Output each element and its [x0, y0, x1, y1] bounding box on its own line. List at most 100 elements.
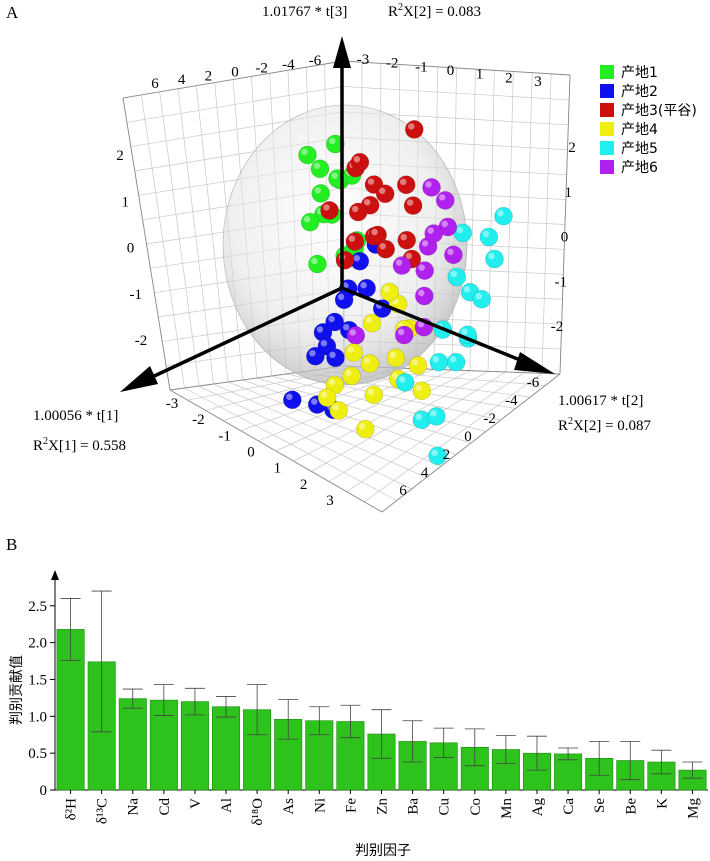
top-left-tick-label: 2 — [205, 68, 213, 84]
score-point — [427, 407, 446, 426]
y-tick-label: 2.5 — [28, 599, 47, 615]
score-point-highlight — [337, 293, 345, 300]
grid-line-floor — [364, 373, 543, 503]
score-point — [472, 289, 492, 309]
score-point — [380, 282, 399, 302]
score-point — [447, 267, 467, 287]
t3-right-tick-label: -1 — [555, 274, 568, 290]
grid-frame-edge — [559, 74, 571, 375]
t2-tick-label: 2 — [443, 447, 451, 463]
3d-axes — [120, 36, 555, 392]
score-point — [360, 354, 380, 373]
t1-axis-title: 1.00056 * t[1] — [33, 408, 118, 424]
score-point — [326, 348, 345, 368]
x-tick-label: Ca — [561, 798, 577, 815]
score-points — [282, 120, 513, 466]
score-point-highlight — [314, 187, 321, 194]
score-point-highlight — [320, 340, 328, 347]
x-tick-label: Cd — [157, 798, 173, 816]
score-point — [375, 184, 395, 204]
score-point — [435, 191, 455, 210]
score-point — [329, 401, 349, 420]
top-right-tick-label: -1 — [415, 59, 428, 75]
bar — [118, 698, 147, 791]
t3-r2x-label: R2X[2] = 0.083 — [388, 2, 481, 20]
score-point-highlight — [415, 413, 422, 420]
score-point-highlight — [456, 226, 463, 234]
x-axis-title: 判别因子 — [355, 843, 411, 859]
score-point-highlight — [352, 205, 359, 213]
top-left-tick-label: -4 — [282, 57, 295, 73]
score-point-highlight — [367, 388, 374, 395]
score-point — [376, 239, 396, 259]
legend-swatch — [600, 122, 614, 136]
score-point — [395, 373, 415, 392]
score-point — [408, 356, 428, 375]
top-right-tick-label: -2 — [386, 56, 399, 72]
score-point-highlight — [320, 391, 328, 398]
score-point — [394, 325, 414, 345]
score-point-highlight — [406, 199, 414, 206]
top-left-tick-label: 6 — [151, 76, 159, 92]
x-tick-label: As — [281, 798, 297, 815]
top-right-tick-label: 0 — [447, 63, 455, 79]
t3-right-tick-label: -2 — [551, 319, 564, 335]
score-point-highlight — [432, 356, 440, 363]
t1-r2x-label: R2X[1] = 0.558 — [33, 436, 126, 454]
score-point — [403, 196, 423, 215]
x-tick-label: Mg — [686, 798, 702, 819]
x-tick-label: Ba — [406, 798, 422, 815]
legend-swatch — [600, 103, 614, 117]
score-point-highlight — [353, 255, 360, 262]
score-point-highlight — [303, 216, 311, 223]
score-point-highlight — [323, 204, 330, 211]
t1-tick-label: 1 — [274, 461, 282, 477]
grid-line-left-wall — [177, 88, 214, 385]
score-point-highlight — [383, 285, 390, 293]
score-point — [298, 145, 317, 165]
score-point-highlight — [316, 326, 324, 333]
legend: 产地1 产地2 产地3(平谷) 产地4 产地5 产地6 — [600, 65, 697, 176]
t2-tick-label: 0 — [464, 429, 472, 445]
score-point — [412, 381, 432, 401]
score-point-highlight — [286, 393, 293, 400]
t3-axis-title: 1.01767 * t[3] — [262, 4, 347, 20]
score-point-highlight — [449, 356, 457, 363]
score-point-highlight — [400, 234, 407, 241]
score-point — [422, 178, 441, 197]
legend-label: 产地6 — [621, 160, 658, 176]
score-point — [414, 286, 434, 306]
x-tick-label: Cu — [437, 798, 453, 816]
score-point-highlight — [418, 289, 425, 297]
x-tick-label: δ¹³C — [95, 798, 111, 824]
score-point — [396, 175, 416, 195]
score-point-highlight — [395, 259, 403, 266]
bar — [212, 706, 241, 791]
panel-b-bar-chart: B 0 0.5 1.0 1.5 2.0 2.5 δ²H δ¹³C Na Cd V Al δ¹⁸O As Ni… — [6, 535, 708, 859]
score-point-highlight — [408, 123, 415, 130]
top-left-tick-label: 0 — [231, 65, 239, 81]
score-point — [415, 261, 435, 280]
t2-tick-label: -4 — [505, 393, 518, 409]
top-right-tick-label: 2 — [505, 70, 513, 86]
score-point-highlight — [332, 404, 339, 411]
grid-line-right-wall — [541, 73, 552, 374]
grid-frame-edge — [122, 97, 171, 391]
t2-r2x-label: R2X[2] = 0.087 — [558, 416, 652, 434]
bar-chart-plot: 0 0.5 1.0 1.5 2.0 2.5 δ²H δ¹³C Na Cd V Al δ¹⁸O As Ni Fe… — [28, 570, 708, 826]
y-tick-label: 1.0 — [28, 709, 47, 725]
x-tick-label: Se — [592, 798, 608, 813]
x-tick-label: Ni — [312, 798, 328, 813]
score-point-highlight — [360, 282, 367, 289]
score-point-highlight — [488, 252, 495, 260]
score-point — [325, 134, 345, 154]
panel-a-3d-score-plot: A 1.01767 * t[3] R2X[2] = 0.083 1.00056 … — [6, 2, 697, 513]
grid-frame-edge — [381, 373, 561, 513]
score-point — [282, 390, 302, 410]
score-point-highlight — [392, 372, 399, 380]
score-point-highlight — [425, 181, 432, 188]
score-point — [310, 159, 330, 179]
score-point-highlight — [343, 324, 350, 331]
t1-axis-line — [149, 286, 343, 380]
